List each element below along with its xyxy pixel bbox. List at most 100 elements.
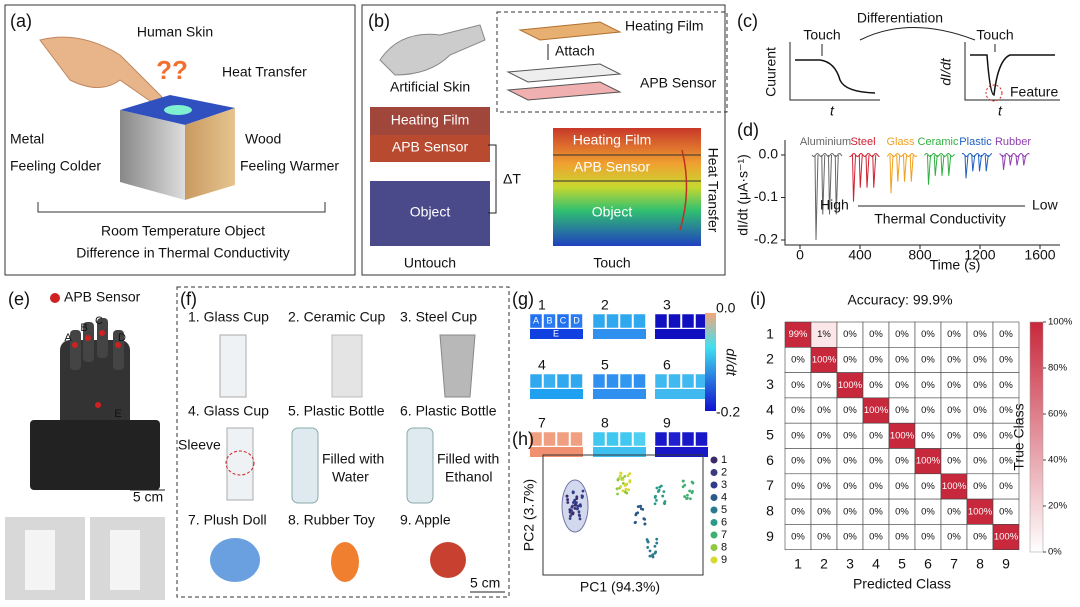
label: Heating Film — [573, 132, 652, 148]
item-label: 5. Plastic Bottle — [288, 403, 385, 419]
spike — [940, 154, 945, 176]
row-label: 2 — [766, 351, 774, 367]
spike — [909, 154, 914, 182]
cbar-label: 100% — [1048, 317, 1073, 328]
legend-label: Steel — [850, 136, 875, 148]
matrix-cell — [784, 498, 812, 525]
axis — [784, 140, 1060, 246]
legend-dot — [710, 456, 718, 464]
photo-cup — [110, 530, 140, 590]
label: Artificial Skin — [390, 79, 470, 95]
point — [686, 493, 689, 497]
robot-hand — [379, 24, 486, 76]
cell-value: 100% — [812, 354, 837, 365]
cell-value: 0% — [999, 380, 1013, 391]
cell-value: 0% — [791, 405, 805, 416]
matrix-cell — [940, 498, 968, 525]
cell-value: 0% — [791, 456, 805, 467]
label: Thermal Conductivity — [874, 211, 1006, 227]
cell-value: 0% — [817, 405, 831, 416]
item-label: 4. Glass Cup — [188, 403, 269, 419]
cell-value: 100% — [942, 481, 967, 492]
map-label: 7 — [538, 415, 546, 431]
cell-value: 0% — [869, 380, 883, 391]
map-cell — [530, 447, 583, 457]
point — [628, 480, 632, 484]
point — [573, 498, 577, 502]
label: -0.2 — [716, 404, 740, 420]
label: Feeling Warmer — [240, 158, 339, 174]
item-label: 9. Apple — [400, 512, 451, 528]
matrix-cell — [810, 524, 838, 551]
map-cell — [606, 431, 619, 447]
point — [651, 555, 655, 559]
feature-mark — [985, 84, 1003, 102]
panel-label: (d) — [737, 120, 759, 140]
point — [624, 491, 628, 494]
matrix-cell — [992, 524, 1020, 551]
label: Wood — [245, 131, 281, 147]
cell-label: A — [533, 315, 539, 325]
cell-value: 0% — [921, 329, 935, 340]
matrix-cell — [810, 473, 838, 500]
label: Heat Transfer — [222, 64, 307, 80]
row-label: 3 — [766, 376, 774, 392]
label: C — [95, 315, 103, 327]
cell-value: 0% — [817, 430, 831, 441]
cbar-label: 60% — [1048, 409, 1068, 420]
heating-film — [518, 21, 622, 41]
legend-dot — [710, 519, 718, 526]
point — [581, 489, 585, 493]
layer-heating — [370, 107, 490, 135]
map-label: 8 — [601, 415, 609, 431]
cell-value: 0% — [895, 329, 909, 340]
legend-label: 7 — [721, 529, 727, 541]
point — [571, 504, 574, 508]
point — [641, 507, 645, 511]
cell-value: 0% — [999, 329, 1013, 340]
map-cell — [654, 431, 668, 447]
map-cell — [570, 313, 583, 329]
col-label: 4 — [872, 556, 880, 572]
label: Ethanol — [445, 469, 492, 485]
matrix-cell — [992, 473, 1020, 500]
point — [623, 475, 627, 478]
point — [627, 488, 631, 492]
colorbar — [705, 313, 716, 411]
map-cell — [529, 431, 543, 447]
matrix-cell — [914, 422, 942, 449]
cell-value: 0% — [999, 456, 1013, 467]
map-cell — [606, 313, 619, 329]
rubber-toy — [331, 542, 359, 582]
cell-value: 99% — [788, 329, 808, 340]
col-label: 8 — [976, 556, 984, 572]
matrix-cell — [940, 372, 968, 399]
label: A — [64, 332, 72, 344]
matrix-cell — [966, 473, 994, 500]
cell-value: 0% — [999, 405, 1013, 416]
map-cell — [529, 313, 543, 329]
matrix-cell — [914, 397, 942, 424]
spike — [828, 154, 832, 215]
point — [653, 544, 657, 548]
map-cell — [543, 431, 556, 447]
cell-value: 0% — [843, 481, 857, 492]
cell-value: 0% — [947, 380, 961, 391]
matrix-cell — [784, 321, 812, 348]
label: APB Sensor — [392, 139, 469, 155]
layer-gradient — [553, 128, 701, 246]
spike — [814, 154, 819, 241]
y-tick-label: 0.0 — [759, 146, 779, 162]
matrix-cell — [810, 346, 838, 373]
map-cell — [556, 313, 570, 329]
label: dI/dt — [938, 57, 954, 85]
layer — [506, 63, 622, 83]
map-cell — [695, 431, 708, 447]
cell-value: 0% — [947, 329, 961, 340]
y-tick-label: -0.1 — [754, 188, 778, 204]
matrix-cell — [810, 498, 838, 525]
label: Heat Transfer — [705, 148, 721, 233]
row-label: 7 — [766, 477, 774, 493]
row-label: 4 — [766, 401, 774, 417]
legend-dot — [710, 556, 718, 564]
